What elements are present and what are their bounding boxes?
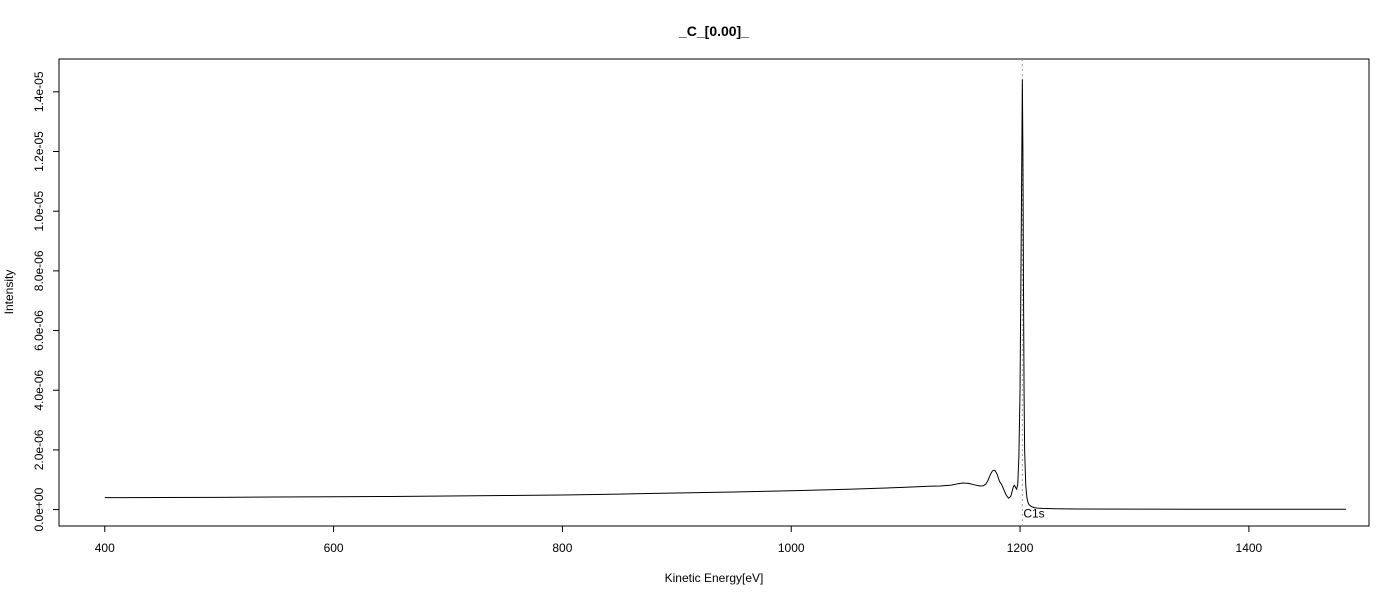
marker-layer: C1s [1021, 59, 1045, 526]
x-tick-label: 1200 [1007, 541, 1034, 555]
y-tick-label: 1.2e-05 [32, 131, 46, 172]
peak-marker-label: C1s [1023, 507, 1044, 521]
x-axis: 400 600 800 1000 1200 1400 [95, 526, 1263, 555]
x-tick-label: 1400 [1236, 541, 1263, 555]
y-tick-label: 1.0e-05 [32, 191, 46, 232]
y-tick-label: 8.0e-06 [32, 250, 46, 291]
x-tick-label: 600 [324, 541, 344, 555]
x-tick-label: 800 [552, 541, 572, 555]
spectrum-line [104, 79, 1347, 510]
plot-frame [58, 58, 1370, 527]
y-tick-label: 2.0e-06 [32, 429, 46, 470]
chart-title: _C_[0.00]_ [678, 23, 749, 39]
y-tick-label: 6.0e-06 [32, 310, 46, 351]
y-tick-label: 1.4e-05 [32, 71, 46, 112]
x-tick-label: 400 [95, 541, 115, 555]
y-tick-label: 4.0e-06 [32, 370, 46, 411]
x-tick-label: 1000 [778, 541, 805, 555]
x-axis-title: Kinetic Energy[eV] [665, 571, 764, 585]
series-layer [104, 79, 1347, 510]
y-axis: 0.0e+00 2.0e-06 4.0e-06 6.0e-06 8.0e-06 1.0e-… [32, 71, 59, 531]
y-tick-label: 0.0e+00 [32, 487, 46, 531]
y-axis-title: Intensity [2, 270, 16, 315]
